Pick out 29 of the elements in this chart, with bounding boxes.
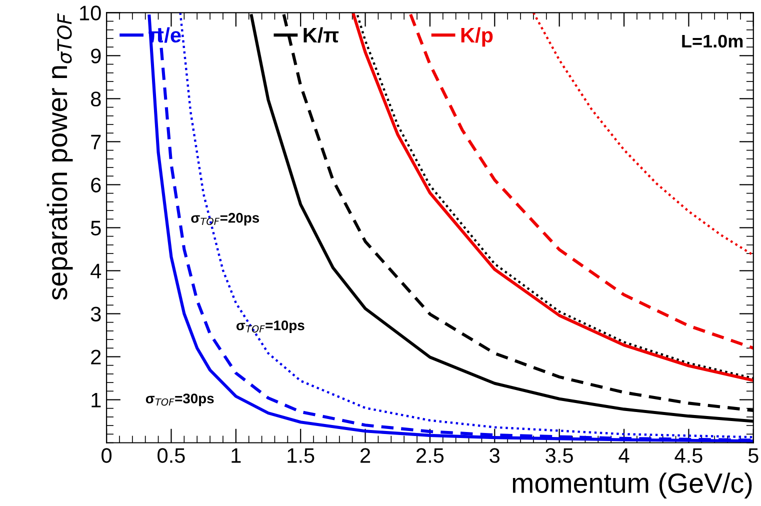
x-tick-label: 1.5 bbox=[288, 448, 314, 463]
x-axis-title: momentum (GeV/c) bbox=[512, 472, 752, 498]
x-tick-label: 1 bbox=[232, 448, 241, 463]
x-tick-label: 0.5 bbox=[158, 448, 185, 463]
x-tick-label: 2 bbox=[360, 448, 370, 463]
x-tick-label: 4 bbox=[618, 448, 630, 463]
x-tick-label: 4.5 bbox=[674, 448, 702, 463]
x-tick-label: 3 bbox=[490, 448, 500, 463]
annotation: L=1.0m bbox=[682, 34, 743, 48]
legend-label: K/p bbox=[461, 27, 493, 47]
x-tick-label: 0 bbox=[102, 448, 112, 463]
y-tick-label: 4 bbox=[90, 264, 102, 278]
y-tick-label: 8 bbox=[91, 92, 101, 106]
annotation: σ$_{TOF}$=10ps bbox=[236, 320, 304, 334]
x-tick-label: 5 bbox=[748, 448, 758, 463]
y-tick-label: 2 bbox=[91, 350, 101, 364]
y-tick-label: 3 bbox=[90, 306, 101, 322]
annotation: σ$_{TOF}$=20ps bbox=[191, 212, 260, 226]
legend-label: K/π bbox=[304, 27, 339, 43]
y-tick-label: 1 bbox=[92, 392, 101, 408]
y-tick-label: 9 bbox=[91, 48, 101, 64]
y-tick-label: 6 bbox=[91, 178, 101, 192]
y-tick-label: 5 bbox=[90, 220, 101, 236]
y-tick-label: 7 bbox=[91, 134, 101, 150]
x-tick-label: 3.5 bbox=[546, 448, 573, 463]
y-axis-title: separation power n$_{σTOF}$ bbox=[46, 13, 73, 300]
x-tick-label: 2.5 bbox=[416, 448, 444, 463]
annotation: σ$_{TOF}$=30ps bbox=[146, 394, 214, 406]
y-tick-label: 10 bbox=[80, 6, 101, 20]
